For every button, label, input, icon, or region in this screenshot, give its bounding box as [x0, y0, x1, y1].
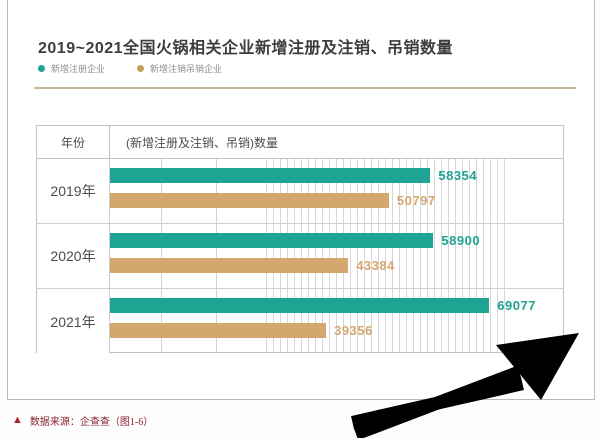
column-header-values: (新增注册及注销、吊销)数量 — [126, 135, 278, 150]
chart-legend: 新增注册企业 新增注销吊销企业 — [38, 62, 222, 75]
value-label-registered-2020: 58900 — [441, 233, 481, 248]
value-label-deregistered-2021: 39356 — [334, 323, 373, 338]
year-label: 2021年 — [37, 289, 110, 354]
year-label: 2019年 — [37, 159, 110, 223]
bar-registered-2019 — [110, 168, 431, 183]
table-body: 2019年 58354 50797 2020年 — [37, 159, 563, 354]
legend-dot-teal-icon — [38, 65, 45, 72]
title-separator-line — [34, 87, 576, 89]
chart-title: 2019~2021全国火锅相关企业新增注册及注销、吊销数量 — [38, 40, 454, 57]
year-label: 2020年 — [37, 224, 110, 288]
legend-label: 新增注册企业 — [51, 64, 106, 74]
data-source-note: ▲ 数据来源：企查查（图1-6） — [12, 413, 154, 429]
bar-deregistered-2020 — [110, 258, 349, 273]
data-table: 年份 (新增注册及注销、吊销)数量 2019年 58354 — [36, 125, 564, 354]
legend-label: 新增注销吊销企业 — [150, 64, 223, 74]
bar-registered-2021 — [110, 298, 490, 313]
table-header-row: 年份 (新增注册及注销、吊销)数量 — [37, 126, 563, 159]
value-label-deregistered-2019: 50797 — [396, 193, 436, 208]
value-label-deregistered-2020: 43384 — [356, 258, 395, 273]
value-label-registered-2019: 58354 — [438, 168, 478, 183]
column-header-year: 年份 — [37, 126, 110, 158]
bar-deregistered-2019 — [110, 193, 389, 208]
bar-deregistered-2021 — [110, 323, 327, 338]
table-row-2019: 2019年 58354 50797 — [37, 159, 563, 224]
legend-item-deregistered: 新增注销吊销企业 — [137, 62, 222, 75]
bar-registered-2020 — [110, 233, 434, 248]
figure-card: 2019~2021全国火锅相关企业新增注册及注销、吊销数量 新增注册企业 新增注… — [7, 0, 595, 400]
legend-dot-tan-icon — [137, 65, 145, 72]
source-text: 数据来源：企查查（图1-6） — [29, 417, 154, 428]
table-row-2020: 2020年 58900 43384 — [37, 224, 563, 289]
table-row-2021: 2021年 69077 39356 — [37, 289, 563, 354]
value-label-registered-2021: 69077 — [497, 298, 536, 313]
red-triangle-icon: ▲ — [12, 414, 23, 426]
legend-item-registered: 新增注册企业 — [38, 62, 105, 75]
